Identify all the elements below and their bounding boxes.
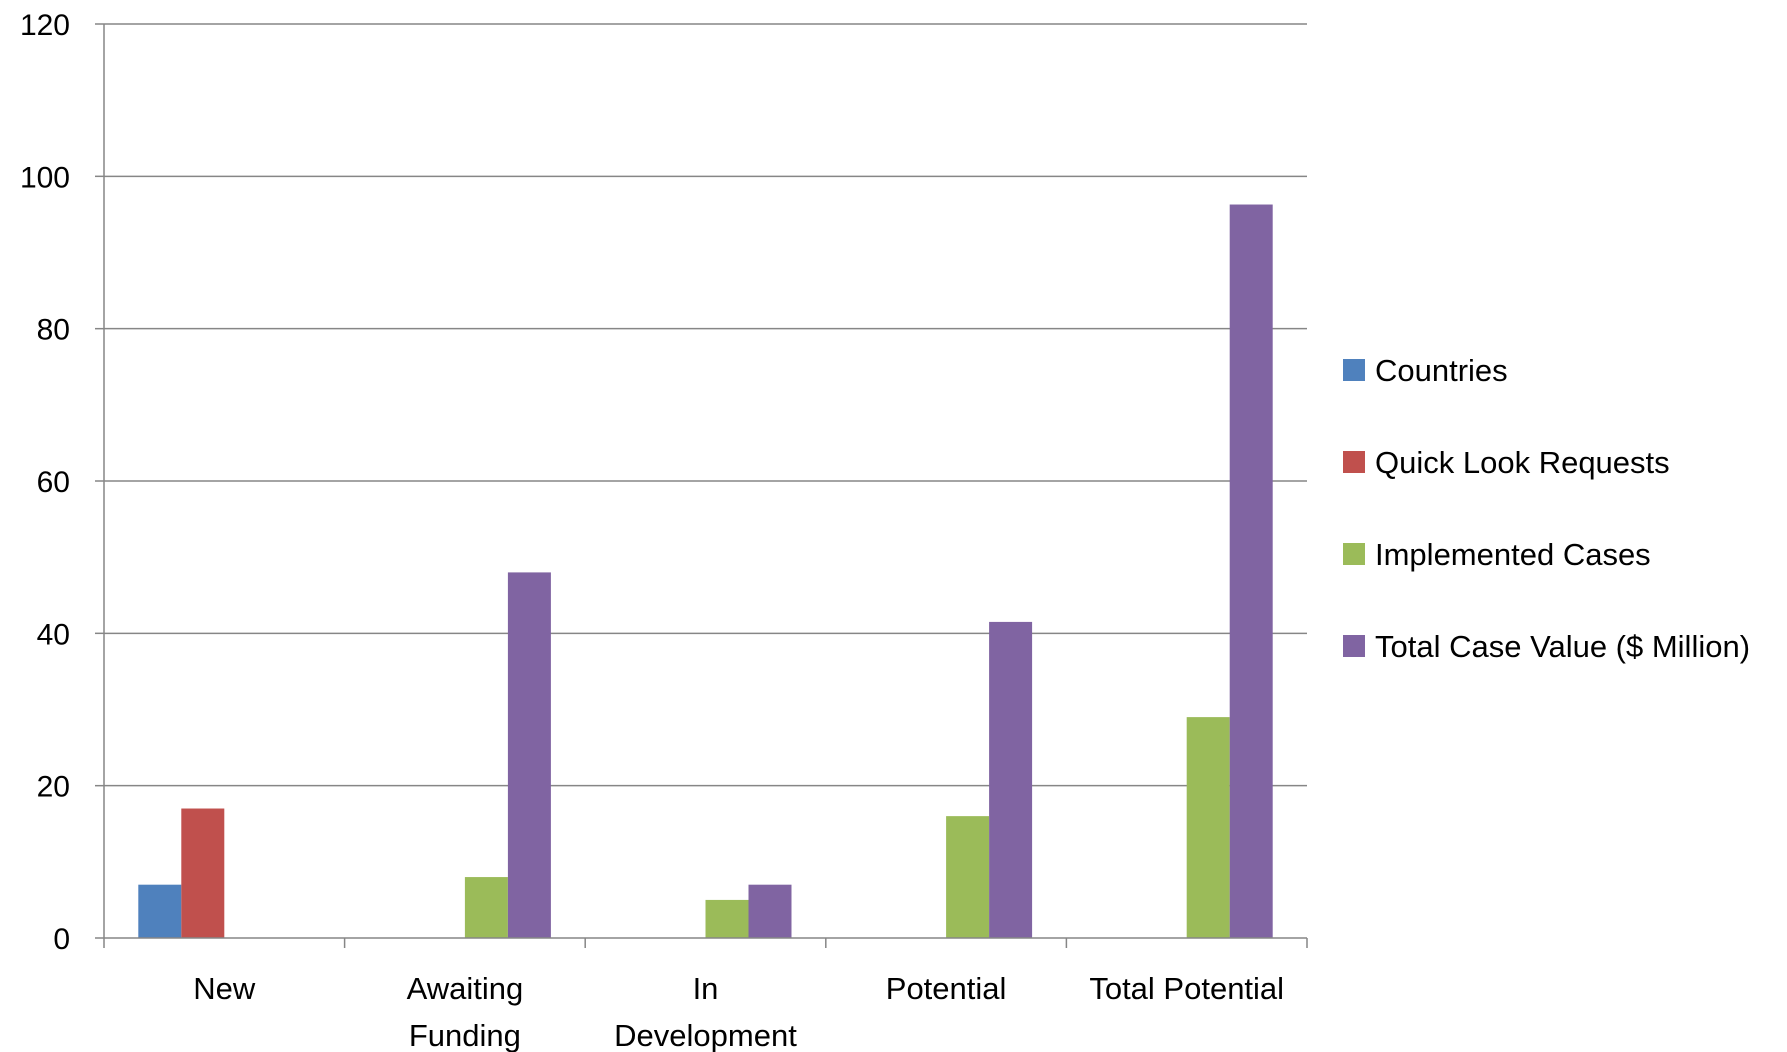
y-tick-label: 0 (53, 923, 70, 956)
bar (748, 884, 792, 938)
category-label: Potential (886, 971, 1007, 1006)
y-tick-label: 100 (20, 161, 70, 194)
category-label: Awaiting (407, 971, 524, 1006)
legend-swatch (1343, 635, 1365, 657)
category-label: Funding (409, 1018, 521, 1052)
category-label: In (693, 971, 719, 1006)
category-labels: New Awaiting Funding In Development Potential… (193, 971, 1284, 1052)
y-tick-label: 20 (37, 771, 70, 804)
legend-swatch (1343, 451, 1365, 473)
axes (103, 24, 1308, 948)
bar (989, 621, 1033, 938)
category-label: New (193, 971, 256, 1006)
gridlines (95, 23, 1307, 939)
bar (1186, 717, 1230, 938)
bar (138, 884, 182, 938)
bars (138, 204, 1273, 938)
legend-label: Total Case Value ($ Million) (1375, 629, 1750, 664)
bar (946, 816, 990, 938)
y-tick-label: 60 (37, 466, 70, 499)
bar (705, 899, 749, 938)
bar (181, 808, 225, 938)
legend-label: Countries (1375, 353, 1508, 388)
legend-swatch (1343, 543, 1365, 565)
bar (1229, 204, 1273, 938)
y-tick-label: 40 (37, 618, 70, 651)
y-tick-labels: 0 20 40 60 80 100 120 (20, 9, 70, 956)
legend-label: Quick Look Requests (1375, 445, 1670, 480)
category-label: Development (614, 1018, 797, 1052)
legend-label: Implemented Cases (1375, 537, 1651, 572)
bar (507, 572, 551, 938)
category-label: Total Potential (1089, 971, 1284, 1006)
y-tick-label: 80 (37, 314, 70, 347)
y-tick-label: 120 (20, 9, 70, 42)
legend: Countries Quick Look Requests Implemented … (1343, 353, 1750, 664)
legend-swatch (1343, 359, 1365, 381)
bar (464, 877, 508, 938)
